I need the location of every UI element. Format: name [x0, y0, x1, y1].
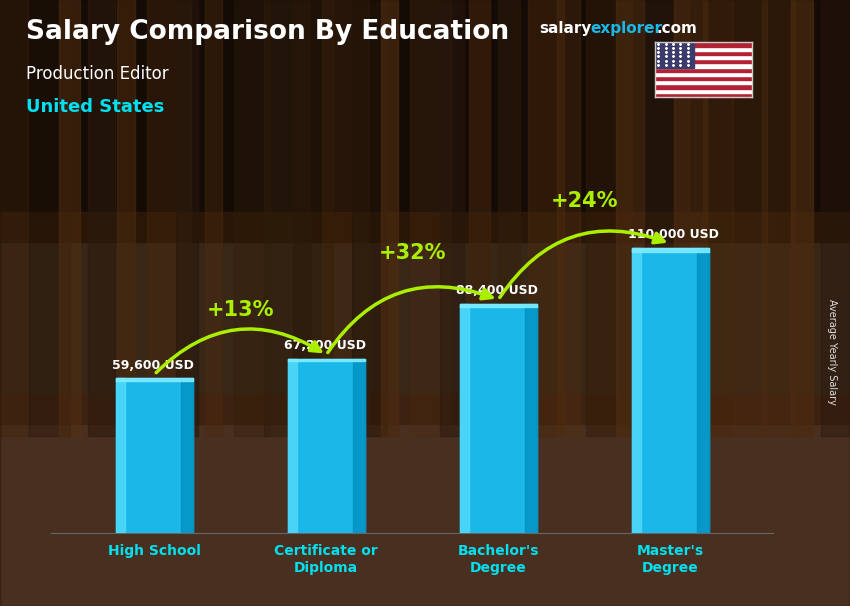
Bar [439, 0, 463, 436]
Bar [116, 379, 193, 381]
Bar [791, 0, 813, 436]
Bar [117, 0, 135, 436]
Text: 59,600 USD: 59,600 USD [112, 359, 194, 372]
Text: 110,000 USD: 110,000 USD [628, 228, 719, 241]
Bar [654, 88, 752, 93]
Bar [0, 0, 850, 242]
Bar [654, 68, 752, 72]
Bar [264, 0, 309, 436]
Bar [645, 0, 689, 436]
Bar [674, 0, 706, 436]
Bar [586, 0, 632, 436]
Bar [0, 394, 850, 606]
Bar [116, 379, 125, 533]
Text: 67,200 USD: 67,200 USD [284, 339, 366, 352]
Bar [654, 80, 752, 84]
Bar [632, 248, 641, 533]
Bar [733, 0, 768, 436]
Bar [654, 42, 694, 68]
Bar [654, 59, 752, 64]
Bar [352, 0, 387, 436]
Bar [762, 0, 796, 436]
Bar [654, 51, 752, 55]
Bar [354, 359, 365, 533]
Bar [632, 248, 709, 252]
Text: Salary Comparison By Education: Salary Comparison By Education [26, 19, 508, 45]
Bar [460, 304, 469, 533]
Bar [411, 0, 451, 436]
Bar [654, 76, 752, 80]
Text: United States: United States [26, 98, 164, 116]
Bar [632, 248, 709, 533]
Bar [525, 304, 537, 533]
Bar [654, 93, 752, 97]
Bar [654, 64, 752, 68]
Text: explorer: explorer [591, 21, 663, 36]
Bar [557, 0, 580, 436]
Bar [181, 379, 193, 533]
Bar [654, 72, 752, 76]
Bar [654, 42, 752, 47]
Bar [176, 0, 198, 436]
Text: .com: .com [656, 21, 697, 36]
Bar [88, 0, 115, 436]
Text: Production Editor: Production Editor [26, 65, 168, 83]
Bar [322, 0, 369, 436]
Bar [460, 304, 537, 533]
Bar [654, 55, 752, 59]
Bar [654, 84, 752, 88]
Bar [146, 0, 191, 436]
Text: salary: salary [540, 21, 592, 36]
Bar [235, 0, 269, 436]
Bar [205, 0, 223, 436]
Bar [116, 379, 193, 533]
Bar [0, 212, 850, 424]
Bar [704, 0, 732, 436]
Bar [821, 0, 850, 436]
Text: +32%: +32% [378, 243, 446, 263]
Bar [381, 0, 399, 436]
Bar [528, 0, 564, 436]
Bar [29, 0, 70, 436]
Text: +13%: +13% [207, 301, 274, 321]
Bar [287, 359, 365, 361]
Bar [654, 47, 752, 51]
Bar [615, 0, 644, 436]
Text: +24%: +24% [551, 191, 618, 211]
Bar [0, 0, 28, 436]
Bar [469, 0, 490, 436]
Text: 88,400 USD: 88,400 USD [456, 284, 538, 297]
Bar [697, 248, 709, 533]
Bar [293, 0, 333, 436]
Text: Average Yearly Salary: Average Yearly Salary [827, 299, 837, 404]
Bar [287, 359, 297, 533]
Bar [59, 0, 80, 436]
Bar [287, 359, 365, 533]
Bar [498, 0, 520, 436]
Bar [460, 304, 537, 307]
